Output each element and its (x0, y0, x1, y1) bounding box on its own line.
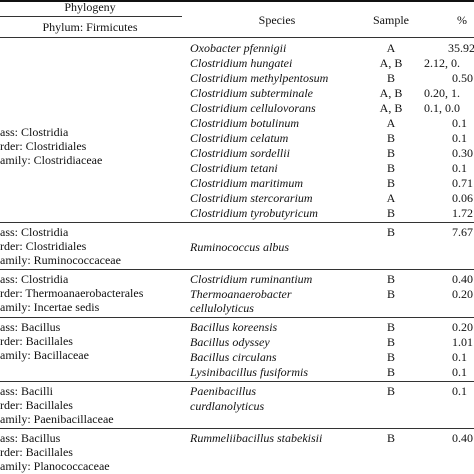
phylo-family: amily: Ruminococcaceae (0, 253, 121, 267)
percent-cell: 0.40 (452, 431, 473, 445)
species-name: Clostridium cellulovorans (190, 101, 316, 115)
percent-cell: 0.71 (452, 176, 473, 190)
percent-cell: 0.20 (452, 287, 473, 301)
species-name: Clostridium subterminale (190, 86, 314, 100)
species-name: Oxobacter pfennigii (190, 41, 287, 55)
phylogeny-underline (0, 16, 182, 17)
sample-cell: B (386, 71, 396, 85)
group-divider (0, 428, 474, 429)
percent-cell: 0.1 (452, 161, 467, 175)
species-name: Clostridium ruminantium (190, 272, 313, 286)
percent-cell: 2.12, 0. (424, 56, 460, 70)
species-name: Ruminococcus albus (190, 240, 289, 254)
sample-cell: B (386, 272, 396, 286)
sample-cell: B (386, 131, 396, 145)
phylo-class: ass: Bacillus (0, 320, 61, 334)
group-divider (0, 269, 474, 270)
group-divider (0, 317, 474, 318)
phylo-class: ass: Clostridia (0, 225, 69, 239)
percent-cell: 1.01 (452, 335, 473, 349)
species-name: Clostridium tetani (190, 161, 278, 175)
sample-cell: A, B (379, 86, 403, 100)
sample-cell: B (386, 431, 396, 445)
phylo-order: rder: Clostridiales (0, 139, 87, 153)
sample-cell: B (386, 161, 396, 175)
sample-cell: A, B (379, 56, 403, 70)
phylo-order: rder: Bacillales (0, 398, 73, 412)
percent-cell: 0.1 (452, 131, 467, 145)
phylo-family: amily: Paenibacillaceae (0, 412, 114, 426)
sample-cell: B (386, 335, 396, 349)
phylo-family: amily: Bacillaceae (0, 348, 89, 362)
percent-cell: 1.72 (452, 206, 473, 220)
percent-cell: 0.1, 0.0 (424, 101, 460, 115)
species-name: Clostridium sordellii (190, 146, 290, 160)
sample-cell: B (386, 206, 396, 220)
sample-cell: B (386, 384, 396, 398)
sample-cell: A (386, 191, 396, 205)
species-name: Clostridium botulinum (190, 116, 300, 130)
percent-cell: 35.92 (448, 41, 474, 55)
header-phylogeny: Phylogeny (64, 0, 116, 14)
percent-cell: 7.67 (452, 225, 473, 239)
percent-cell: 0.1 (452, 116, 467, 130)
sample-cell: B (386, 365, 396, 379)
group-divider (0, 222, 474, 223)
species-name: Lysinibacillus fusiformis (190, 365, 308, 379)
header-phylum: Phylum: Firmicutes (42, 20, 138, 34)
species-name: Clostridium celatum (190, 131, 289, 145)
sample-cell: B (386, 176, 396, 190)
percent-cell: 0.1 (452, 350, 467, 364)
percent-cell: 0.1 (452, 384, 467, 398)
sample-cell: B (386, 225, 396, 239)
percent-cell: 0.1 (452, 365, 467, 379)
header-percent: % (457, 13, 467, 27)
species-name: Thermoanaerobacter (190, 287, 292, 301)
sample-cell: B (386, 320, 396, 334)
species-name: Bacillus odyssey (190, 335, 270, 349)
phylo-class: ass: Bacillus (0, 431, 61, 445)
phylo-family: amily: Incertae sedis (0, 300, 100, 314)
phylo-class: ass: Bacilli (0, 384, 53, 398)
phylo-order: rder: Clostridiales (0, 239, 87, 253)
sample-cell: B (386, 287, 396, 301)
species-name: cellulolyticus (190, 301, 254, 315)
species-name: Rummeliibacillus stabekisii (190, 431, 323, 445)
percent-cell: 0.20 (452, 320, 473, 334)
species-name: Clostridium methylpentosum (190, 71, 329, 85)
header-bottom-rule (0, 37, 474, 38)
percent-cell: 0.50 (452, 71, 473, 85)
phylo-class: ass: Clostridia (0, 125, 69, 139)
species-name: Bacillus circulans (190, 350, 277, 364)
phylo-family: amily: Planococcaceae (0, 459, 110, 473)
header-sample: Sample (373, 13, 409, 27)
percent-cell: 0.40 (452, 272, 473, 286)
table-top-rule (0, 0, 474, 2)
species-name: Clostridium hungatei (190, 56, 293, 70)
species-name: Clostridium stercorarium (190, 191, 313, 205)
sample-cell: A (386, 116, 396, 130)
species-name: Clostridium maritimum (190, 176, 304, 190)
percent-cell: 0.20, 1. (424, 86, 460, 100)
species-name: Bacillus koreensis (190, 320, 278, 334)
phylo-family: amily: Clostridiaceae (0, 153, 103, 167)
header-species: Species (258, 13, 296, 27)
phylo-order: rder: Thermoanaerobacterales (0, 286, 144, 300)
group-divider (0, 381, 474, 382)
sample-cell: A, B (379, 101, 403, 115)
phylo-class: ass: Clostridia (0, 272, 69, 286)
sample-cell: A (386, 41, 396, 55)
sample-cell: B (386, 146, 396, 160)
species-name: Paenibacillus (190, 384, 256, 398)
phylo-order: rder: Bacillales (0, 334, 73, 348)
phylo-order: rder: Bacillales (0, 445, 73, 459)
species-name: curdlanolyticus (190, 399, 265, 413)
sample-cell: B (386, 350, 396, 364)
percent-cell: 0.30 (452, 146, 473, 160)
species-name: Clostridium tyrobutyricum (190, 206, 318, 220)
percent-cell: 0.06 (452, 191, 473, 205)
